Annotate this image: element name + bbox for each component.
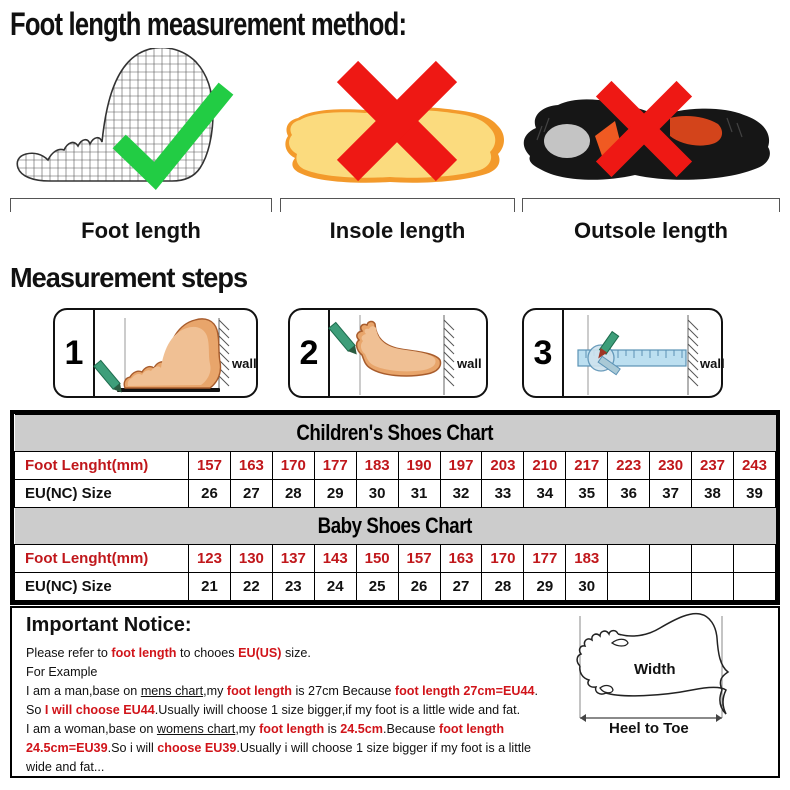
- svg-text:wall: wall: [699, 356, 725, 371]
- svg-text:Width: Width: [634, 661, 676, 678]
- svg-text:Heel to Toe: Heel to Toe: [609, 720, 689, 737]
- svg-text:wall: wall: [231, 356, 257, 371]
- svg-text:wall: wall: [456, 356, 482, 371]
